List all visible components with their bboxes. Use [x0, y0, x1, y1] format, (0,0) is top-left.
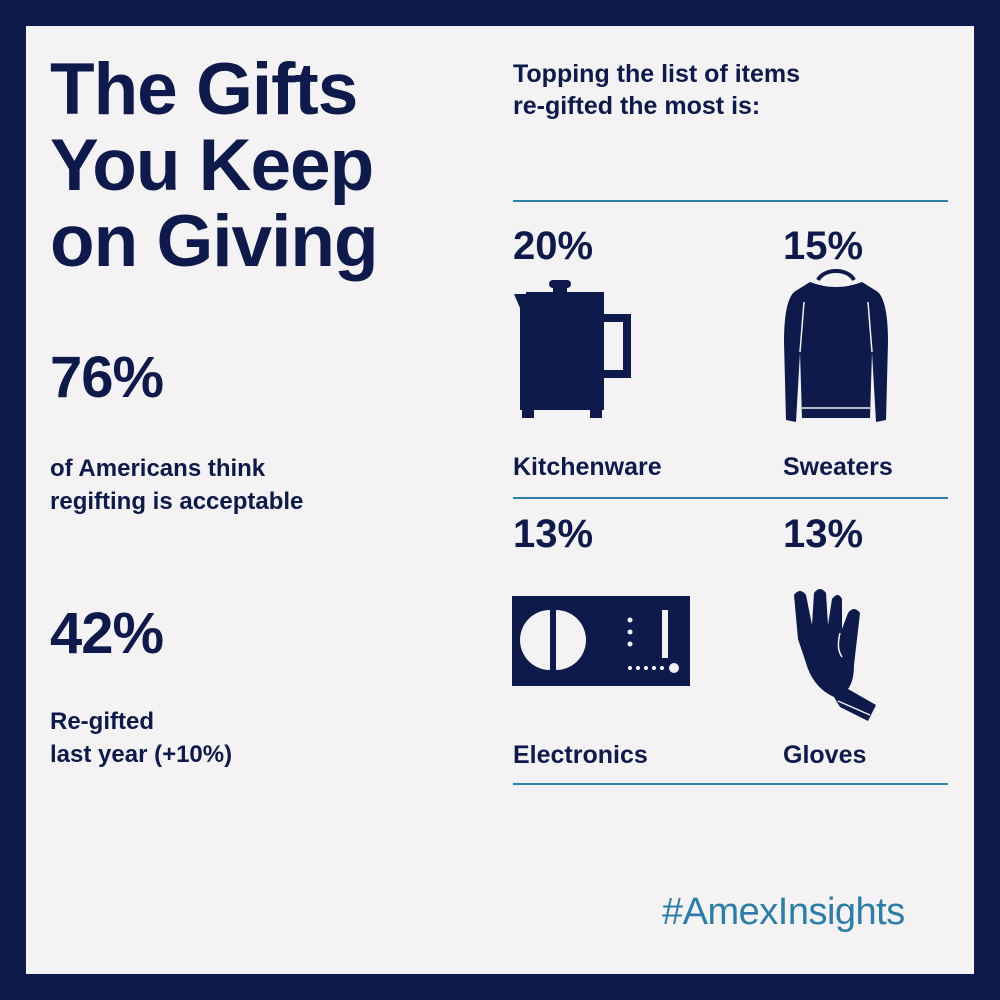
infographic-card [26, 26, 974, 974]
sweater-icon [784, 269, 888, 422]
stat-acceptable-caption: of Americans think regifting is acceptab… [50, 452, 303, 518]
glove-icon [794, 589, 876, 721]
hashtag-amexinsights[interactable]: #AmexInsights [662, 891, 905, 933]
item-percent-kitchenware: 20% [513, 224, 594, 268]
caption-line: last year (+10%) [50, 741, 233, 768]
title-line: You Keep [50, 125, 374, 206]
item-label-sweaters: Sweaters [783, 453, 893, 481]
item-label-kitchenware: Kitchenware [513, 453, 662, 481]
divider [513, 783, 948, 785]
stat-regifted-caption: Re-gifted last year (+10%) [50, 705, 232, 771]
caption-line: Re-gifted [50, 708, 154, 735]
caption-line: of Americans think [50, 455, 266, 482]
caption-line: regifting is acceptable [50, 488, 304, 515]
list-heading: Topping the list of items re-gifted the … [513, 58, 800, 122]
heading-line: Topping the list of items [513, 60, 801, 88]
kettle-icon [514, 280, 631, 418]
radio-icon [512, 596, 690, 686]
item-percent-gloves: 13% [783, 512, 864, 556]
page-title: The Gifts You Keep on Giving [50, 49, 379, 282]
item-label-gloves: Gloves [783, 741, 867, 769]
item-percent-electronics: 13% [513, 512, 594, 556]
item-percent-sweaters: 15% [783, 224, 864, 268]
heading-line: re-gifted the most is: [513, 92, 761, 120]
stat-regifted-value: 42% [50, 601, 164, 666]
stat-acceptable-value: 76% [50, 345, 164, 410]
item-label-electronics: Electronics [513, 741, 648, 769]
title-line: The Gifts [50, 49, 358, 130]
title-line: on Giving [50, 201, 379, 282]
divider [513, 497, 948, 499]
divider [513, 200, 948, 202]
